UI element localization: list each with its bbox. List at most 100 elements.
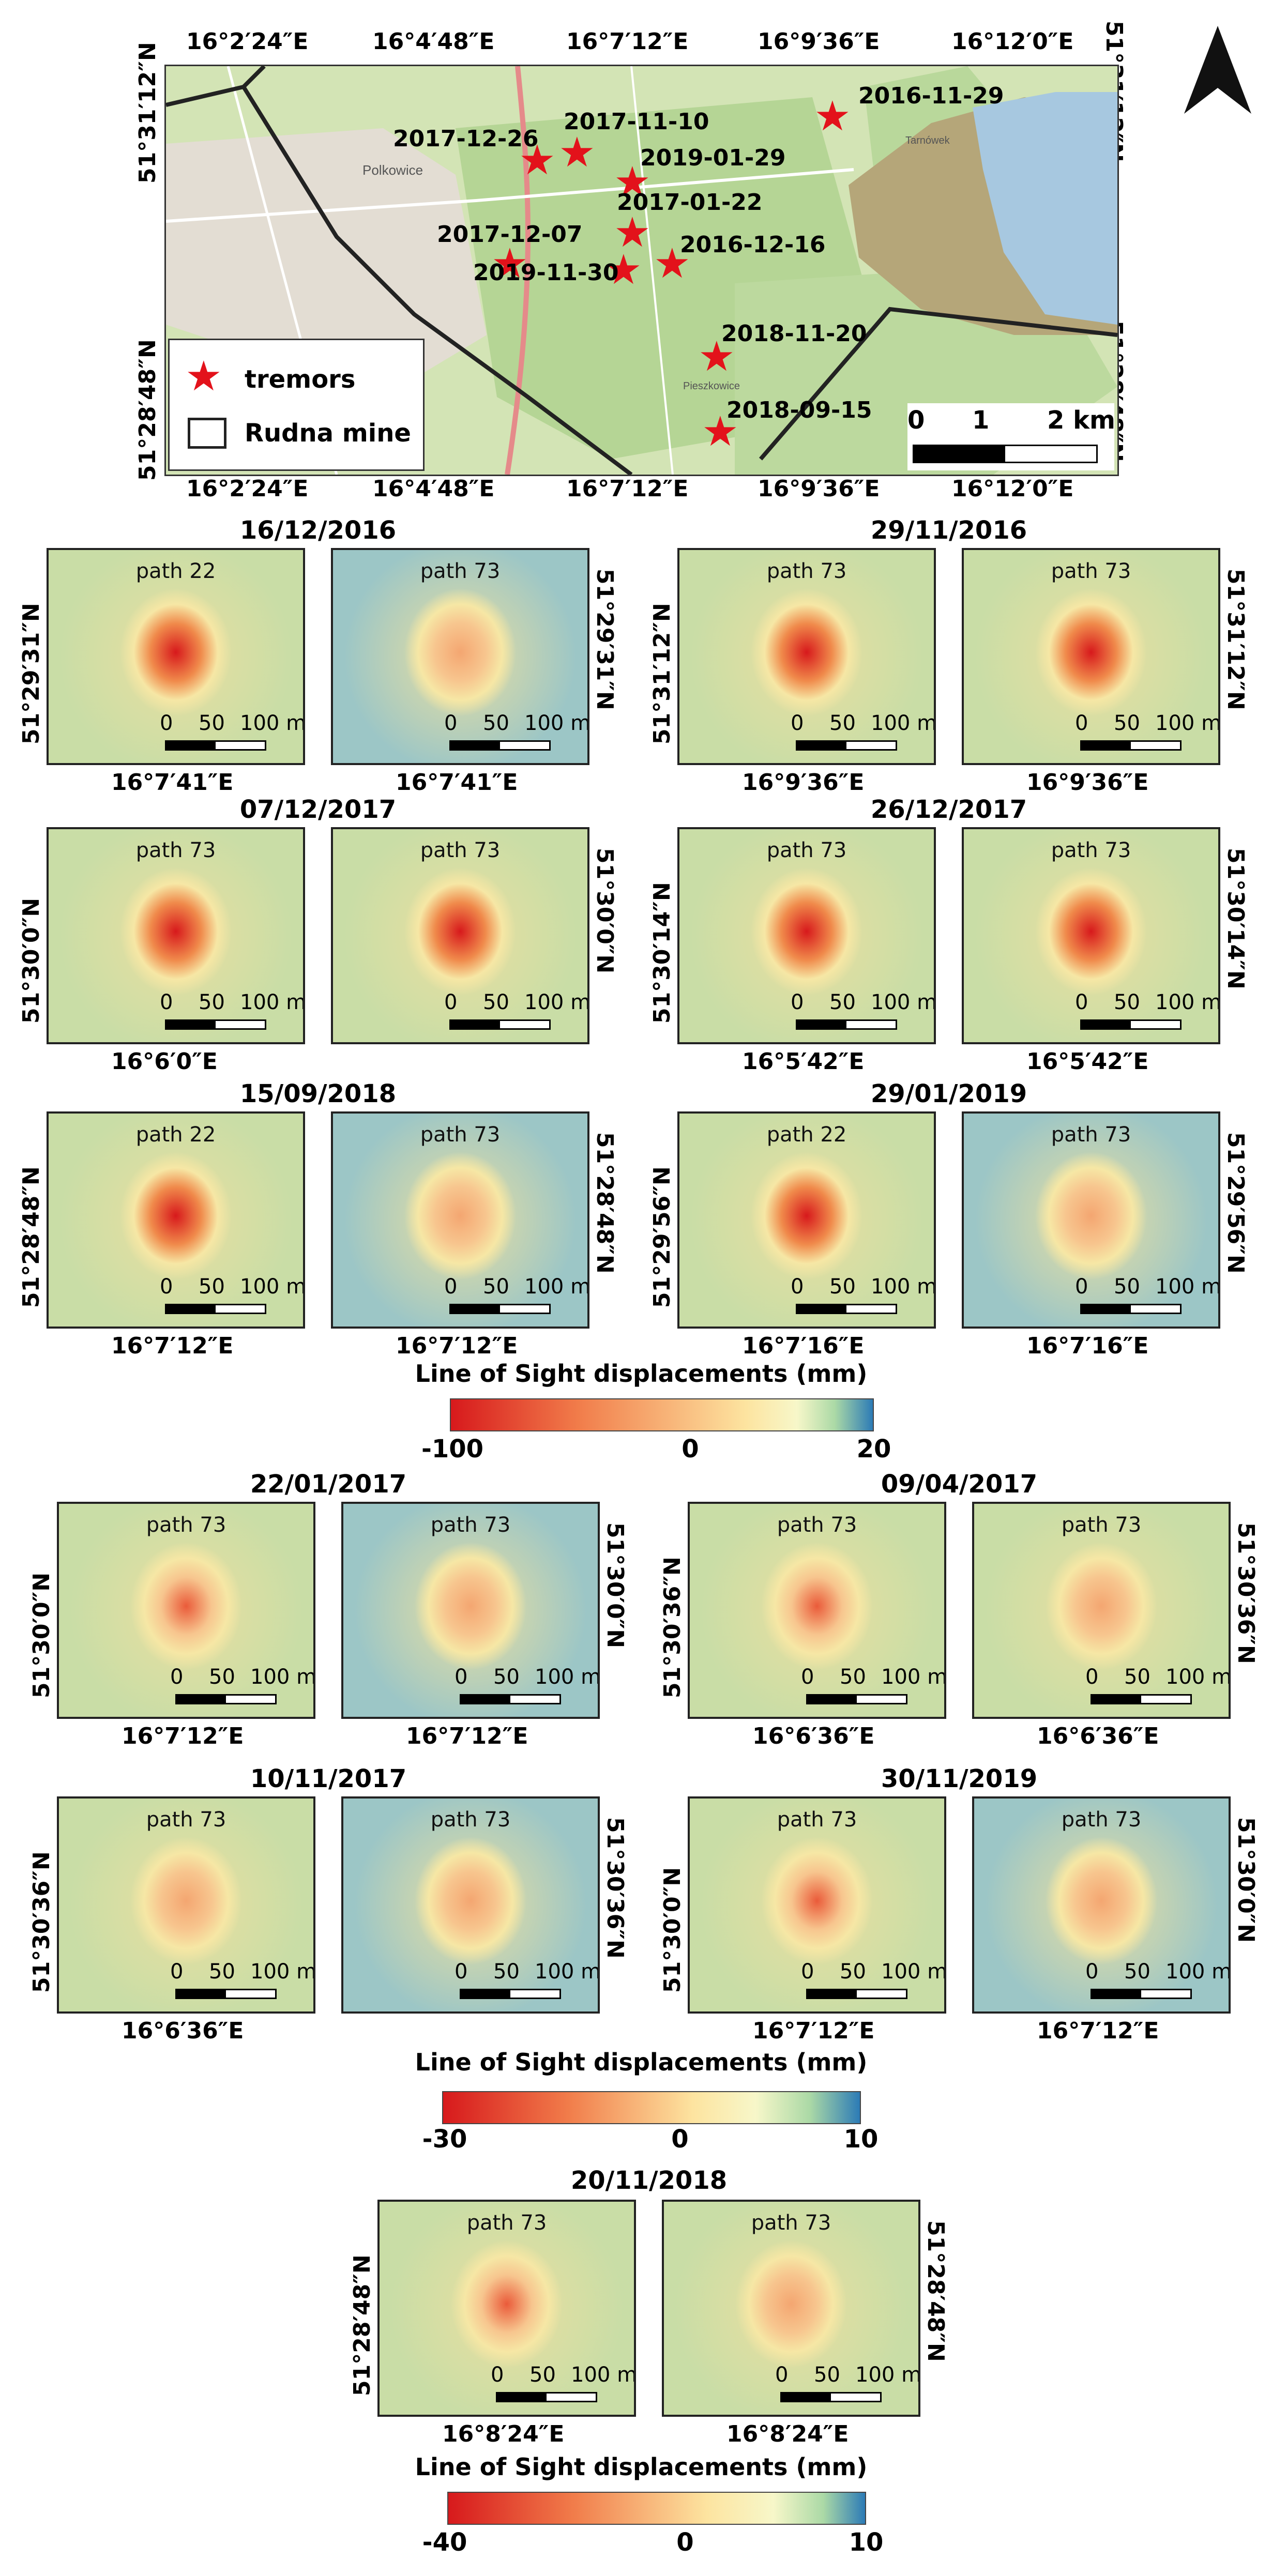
panel-lat-label-left: 51°28′48″N bbox=[18, 1166, 44, 1308]
displacement-panel: path 22 0 50 100 m bbox=[47, 548, 305, 765]
panel-scale-bar bbox=[1080, 1019, 1182, 1030]
scale-mid: 50 bbox=[829, 1275, 856, 1299]
map-left-lat-1: 51°31′12″N bbox=[134, 42, 161, 184]
panel-lat-label-left: 51°29′56″N bbox=[649, 1166, 675, 1308]
panel-scale-bar bbox=[796, 1019, 897, 1030]
scale-end: 100 m bbox=[881, 1665, 946, 1689]
basemap-svg: Polkowice Tarnówek Pieszkowice bbox=[166, 66, 1117, 475]
scale-zero: 0 bbox=[1075, 711, 1088, 735]
panel-scale-bar bbox=[449, 1304, 551, 1314]
group1-colorbar-zero: 0 bbox=[682, 1435, 699, 1464]
panel-scale-bar bbox=[175, 1989, 277, 1999]
scale-zero: 0 bbox=[444, 990, 458, 1014]
scale-mid: 50 bbox=[199, 1275, 225, 1299]
scale-mid: 50 bbox=[199, 711, 225, 735]
tremor-star-icon: ★ bbox=[605, 246, 642, 294]
map-top-lon-1: 16°2′24″E bbox=[186, 28, 309, 55]
group3-colorbar-zero: 0 bbox=[676, 2528, 694, 2557]
map-scale-1: 1 bbox=[972, 406, 990, 435]
tremor-label: 2017-12-07 bbox=[437, 221, 583, 248]
path-label: path 73 bbox=[777, 1513, 857, 1537]
path-label: path 73 bbox=[135, 839, 216, 862]
scale-zero: 0 bbox=[444, 711, 458, 735]
panel-scale-bar bbox=[780, 2392, 882, 2402]
panel-lat-label-right: 51°30′36″N bbox=[1233, 1522, 1259, 1664]
displacement-panel: path 73 0 50 100 m bbox=[331, 1111, 589, 1329]
panel-scale-bar bbox=[175, 1694, 277, 1704]
path-label: path 73 bbox=[1051, 839, 1131, 862]
panel-lon-label: 16°6′36″E bbox=[1037, 1723, 1159, 1749]
basemap: Polkowice Tarnówek Pieszkowice bbox=[164, 65, 1119, 476]
panel-lon-label: 16°7′41″E bbox=[111, 769, 234, 796]
displacement-panel: path 73 0 50 100 m bbox=[57, 1502, 315, 1719]
panel-lat-label-left: 51°30′0″N bbox=[659, 1867, 686, 1993]
panel-lon-label: 16°7′12″E bbox=[122, 1723, 244, 1749]
panel-lat-label-left: 51°31′12″N bbox=[649, 603, 675, 744]
group2-colorbar-zero: 0 bbox=[671, 2125, 689, 2154]
map-top-lon-4: 16°9′36″E bbox=[758, 28, 880, 55]
map-scale-2: 2 km bbox=[1047, 406, 1116, 435]
panel-scale-bar bbox=[165, 1304, 266, 1314]
path-label: path 73 bbox=[1061, 1513, 1142, 1537]
scale-zero: 0 bbox=[160, 711, 173, 735]
panel-lon-label: 16°7′12″E bbox=[1037, 2018, 1159, 2044]
scale-end: 100 m bbox=[535, 1665, 600, 1689]
scale-zero: 0 bbox=[491, 2363, 504, 2387]
path-label: path 73 bbox=[766, 839, 847, 862]
displacement-panel: path 73 0 50 100 m bbox=[677, 827, 936, 1044]
path-label: path 22 bbox=[135, 1123, 216, 1147]
legend-mine-swatch bbox=[188, 418, 226, 449]
path-label: path 73 bbox=[420, 1123, 501, 1147]
group1-axis-label: Line of Sight displacements (mm) bbox=[415, 1360, 868, 1388]
displacement-panel: path 73 0 50 100 m bbox=[57, 1796, 315, 2014]
scale-end: 100 m bbox=[535, 1960, 600, 1984]
panel-title: 29/11/2016 bbox=[870, 516, 1027, 545]
group3-colorbar-max: 10 bbox=[849, 2528, 884, 2557]
scale-mid: 50 bbox=[209, 1960, 235, 1984]
panel-scale-bar bbox=[165, 740, 266, 751]
path-label: path 73 bbox=[146, 1513, 226, 1537]
panel-lon-label: 16°7′12″E bbox=[752, 2018, 875, 2044]
scale-mid: 50 bbox=[840, 1960, 866, 1984]
tremor-star-icon: ★ bbox=[519, 136, 556, 184]
scale-zero: 0 bbox=[801, 1960, 814, 1984]
group3-colorbar-min: -40 bbox=[422, 2528, 467, 2557]
panel-scale-bar bbox=[806, 1694, 907, 1704]
legend-star-icon: ★ bbox=[185, 352, 222, 400]
scale-zero: 0 bbox=[791, 1275, 804, 1299]
tremor-star-icon: ★ bbox=[698, 332, 735, 380]
group3-colorbar bbox=[447, 2492, 866, 2525]
scale-zero: 0 bbox=[791, 711, 804, 735]
path-label: path 22 bbox=[766, 1123, 847, 1147]
panel-lon-label: 16°8′24″E bbox=[726, 2421, 849, 2447]
panel-lat-label-right: 51°28′48″N bbox=[922, 2220, 949, 2362]
panel-lon-label: 16°7′12″E bbox=[396, 1333, 518, 1359]
panel-lon-label: 16°6′36″E bbox=[122, 2018, 244, 2044]
panel-lat-label-left: 51°29′31″N bbox=[18, 603, 44, 744]
panel-lon-label: 16°5′42″E bbox=[742, 1048, 865, 1075]
scale-end: 100 m bbox=[1165, 1960, 1231, 1984]
scale-end: 100 m bbox=[250, 1665, 315, 1689]
map-bottom-lon-4: 16°9′36″E bbox=[758, 476, 880, 502]
map-bottom-lon-1: 16°2′24″E bbox=[186, 476, 309, 502]
scale-end: 100 m bbox=[871, 1275, 936, 1299]
panel-scale-bar bbox=[1091, 1694, 1192, 1704]
scale-mid: 50 bbox=[814, 2363, 840, 2387]
map-left-lat-2: 51°28′48″N bbox=[134, 339, 161, 481]
panel-title: 15/09/2018 bbox=[239, 1079, 397, 1108]
panel-lon-label: 16°7′16″E bbox=[742, 1333, 865, 1359]
path-label: path 73 bbox=[777, 1808, 857, 1832]
displacement-panel: path 73 0 50 100 m bbox=[972, 1502, 1231, 1719]
path-label: path 73 bbox=[766, 559, 847, 583]
scale-end: 100 m bbox=[524, 1275, 589, 1299]
scale-mid: 50 bbox=[483, 1275, 509, 1299]
tremor-star-icon: ★ bbox=[814, 92, 851, 140]
panel-lat-label-right: 51°30′14″N bbox=[1222, 848, 1249, 989]
panel-scale-bar bbox=[460, 1989, 561, 1999]
tremor-label: 2017-01-22 bbox=[617, 189, 763, 216]
scale-mid: 50 bbox=[1124, 1665, 1150, 1689]
displacement-panel: path 73 0 50 100 m bbox=[331, 827, 589, 1044]
path-label: path 73 bbox=[466, 2211, 547, 2235]
path-label: path 73 bbox=[420, 839, 501, 862]
panel-title: 09/04/2017 bbox=[881, 1470, 1038, 1499]
